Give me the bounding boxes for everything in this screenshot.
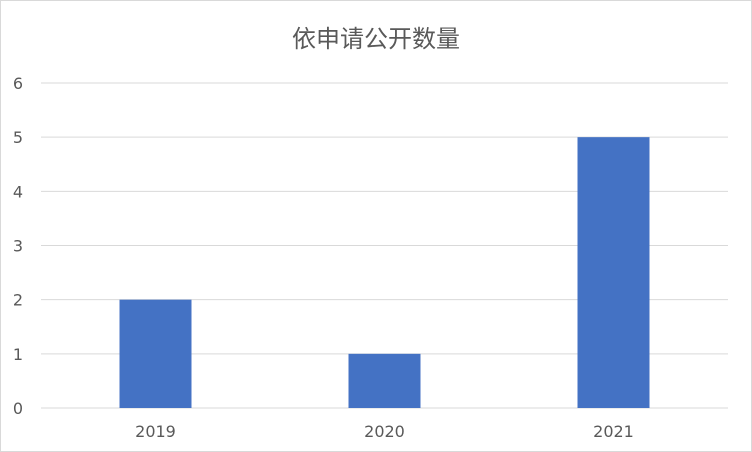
chart-title: 依申请公开数量 [292, 25, 460, 53]
y-tick-label: 3 [13, 237, 23, 256]
bar [348, 353, 421, 408]
y-tick-label: 6 [13, 74, 23, 93]
y-tick-label: 4 [13, 182, 23, 201]
bar [119, 299, 192, 408]
x-tick-label: 2021 [593, 422, 634, 441]
y-tick-label: 2 [13, 291, 23, 310]
x-tick-label: 2020 [364, 422, 405, 441]
x-tick-label: 2019 [135, 422, 176, 441]
bar [577, 137, 650, 408]
y-tick-label: 0 [13, 399, 23, 418]
y-tick-label: 5 [13, 128, 23, 147]
y-tick-label: 1 [13, 345, 23, 364]
